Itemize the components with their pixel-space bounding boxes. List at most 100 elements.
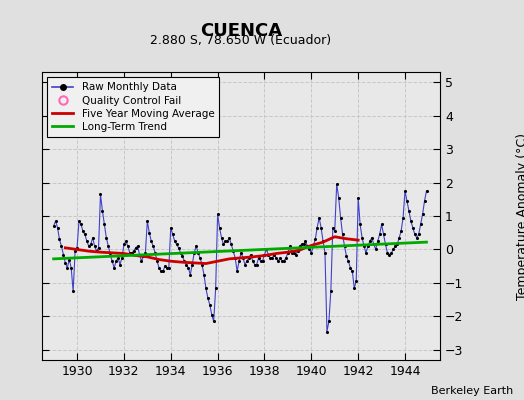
Point (145, 230, 154, 236)
Point (237, 250, 245, 256)
Point (391, 243, 399, 249)
Point (260, 251, 269, 258)
Point (135, 251, 144, 258)
Text: 2.880 S, 78.650 W (Ecuador): 2.880 S, 78.650 W (Ecuador) (150, 34, 332, 47)
Point (61, 260, 70, 266)
Point (170, 238, 179, 244)
Point (374, 238, 382, 244)
Point (89, 234, 97, 241)
Point (323, 328, 331, 335)
Point (205, 302, 214, 308)
Point (221, 238, 230, 244)
Point (137, 258, 146, 264)
Point (274, 258, 282, 264)
Point (53, 224, 62, 231)
Point (49, 223, 58, 229)
Point (321, 250, 329, 256)
Point (348, 268, 356, 274)
Point (132, 245, 140, 251)
Point (352, 278, 361, 284)
Point (334, 194, 343, 201)
Point (383, 250, 391, 256)
Point (180, 258, 189, 264)
Point (356, 221, 364, 228)
Point (247, 251, 255, 258)
Point (270, 251, 278, 258)
Point (313, 224, 321, 231)
Point (315, 214, 323, 221)
Point (102, 234, 111, 241)
Point (368, 234, 376, 241)
Text: Berkeley Earth: Berkeley Earth (431, 386, 514, 396)
Point (258, 258, 267, 264)
Point (94, 245, 103, 251)
Point (342, 253, 351, 259)
Point (79, 228, 87, 234)
Point (346, 265, 355, 271)
Point (116, 261, 124, 268)
Y-axis label: Temperature Anomaly (°C): Temperature Anomaly (°C) (516, 132, 524, 300)
Point (358, 234, 366, 241)
Point (288, 250, 296, 256)
Point (186, 272, 194, 278)
Point (51, 218, 60, 224)
Point (143, 218, 151, 224)
Point (63, 265, 71, 271)
Point (96, 191, 105, 198)
Point (213, 211, 222, 218)
Point (119, 241, 128, 248)
Point (243, 258, 251, 264)
Point (255, 255, 263, 261)
Point (231, 255, 239, 261)
Point (376, 231, 384, 238)
Point (67, 265, 75, 271)
Point (397, 228, 405, 234)
Point (290, 250, 298, 256)
Point (283, 250, 292, 256)
Point (192, 243, 200, 249)
Point (262, 246, 270, 253)
Point (219, 241, 227, 248)
Point (208, 312, 216, 318)
Point (86, 241, 95, 248)
Point (366, 238, 374, 244)
Point (389, 246, 398, 253)
Point (210, 318, 218, 325)
Point (296, 243, 304, 249)
Point (108, 258, 116, 264)
Point (393, 241, 401, 248)
Point (98, 208, 106, 214)
Point (91, 243, 99, 249)
Point (303, 243, 312, 249)
Point (268, 255, 277, 261)
Point (350, 285, 358, 291)
Point (196, 255, 204, 261)
Point (161, 263, 169, 270)
Point (215, 224, 224, 231)
Point (112, 258, 121, 264)
Point (157, 268, 165, 274)
Point (57, 243, 66, 249)
Point (182, 261, 191, 268)
Point (75, 218, 83, 224)
Point (104, 243, 113, 249)
Point (266, 255, 275, 261)
Point (139, 253, 148, 259)
Point (118, 255, 126, 261)
Point (122, 238, 130, 244)
Point (106, 251, 114, 258)
Point (264, 251, 272, 258)
Point (411, 231, 419, 238)
Point (159, 268, 167, 274)
Point (200, 272, 208, 278)
Point (147, 238, 156, 244)
Point (339, 231, 347, 238)
Point (127, 250, 136, 256)
Point (141, 250, 149, 256)
Point (395, 234, 403, 241)
Point (151, 250, 159, 256)
Point (417, 221, 425, 228)
Point (301, 238, 310, 244)
Point (278, 258, 286, 264)
Point (172, 241, 181, 248)
